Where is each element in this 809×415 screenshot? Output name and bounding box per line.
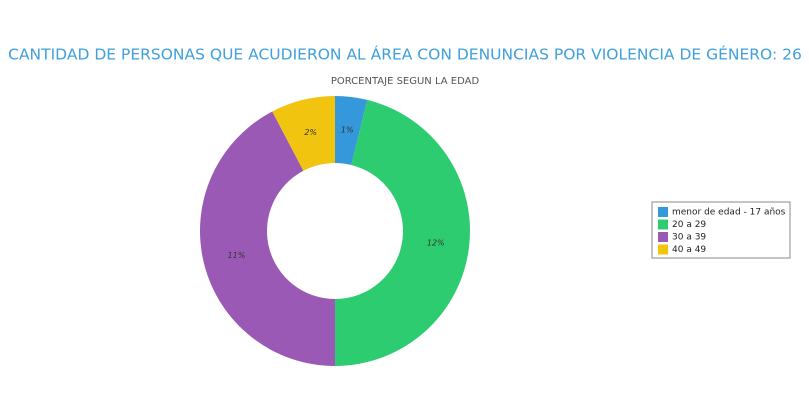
legend-swatch [658,244,668,255]
donut-slice [199,111,335,366]
slice-label: 12% [427,239,445,248]
slice-label: 1% [341,126,354,135]
legend-swatch [658,207,668,217]
slice-label: 11% [228,251,246,260]
chart-title: CANTIDAD DE PERSONAS QUE ACUDIERON AL ÁR… [8,45,802,64]
legend-box [651,201,791,259]
donut-slice [272,96,335,171]
chart-subtitle: PORCENTAJE SEGUN LA EDAD [331,76,480,87]
legend-swatch [658,232,668,242]
legend-swatch [658,219,668,230]
donut-slice [335,99,470,366]
donut-slice [335,96,368,165]
legend-label: 20 a 29 [672,220,706,230]
slice-label: 2% [304,128,317,137]
legend-label: 30 a 39 [672,233,706,243]
legend-label: menor de edad - 17 años [672,208,786,218]
legend-label: 40 a 49 [672,245,706,255]
